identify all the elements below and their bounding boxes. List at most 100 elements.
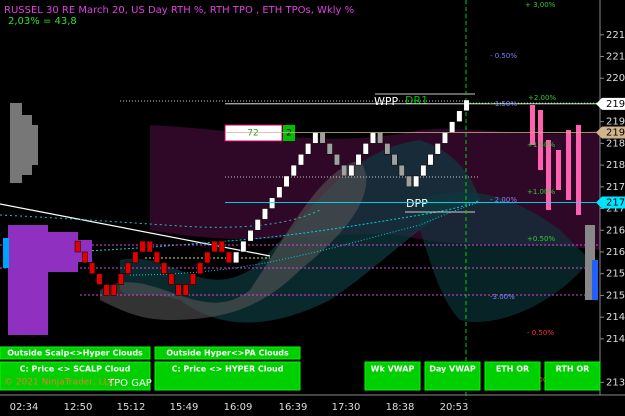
chart-title: RUSSEL 30 RE March 20, US Day RTH %, RTH… [4,5,354,16]
brick [89,262,96,274]
cloud [100,160,367,320]
button-label: ETH OR [496,365,529,374]
y-tick-label: 215 [606,269,625,280]
level-label: +2.00% [528,94,556,102]
level-label: - 2.00% [490,196,517,204]
y-tick-label: 221 [606,30,625,41]
level-label: - 1.00% [527,376,554,384]
brick [463,99,470,112]
tpo-box [283,125,295,141]
y-tick-label: 214 [606,334,625,345]
brick [434,143,441,155]
trend-line [0,203,271,257]
brick [413,175,420,188]
price-marker [596,97,625,110]
x-tick-label: 15:12 [117,402,146,413]
brick [398,164,405,177]
level-label: - 1.50% [490,100,517,108]
brick [319,132,326,144]
price-marker [596,196,625,209]
brick [197,262,204,274]
x-tick-label: 20:53 [440,402,469,413]
brick [254,219,261,231]
price-marker-label: 217 [606,197,625,208]
x-tick-label: 16:39 [279,402,308,413]
level-label: +0.50% [527,235,555,243]
y-tick-label: 214 [606,312,625,323]
button-label: C: Price <> SCALP Cloud [20,365,131,374]
y-tick-label: 219 [606,117,625,128]
button[interactable] [0,361,151,391]
brick [110,284,117,296]
x-tick-label: 17:30 [332,402,361,413]
brick [96,273,103,285]
button-label: Wk VWAP [371,365,415,374]
brick [283,175,290,188]
button-label: Outside Scalp<>Hyper Clouds [7,349,143,358]
button[interactable] [0,346,151,360]
x-tick-label: 15:49 [170,402,199,413]
y-tick-label: 216 [606,247,625,258]
price-marker-label: 219 [606,99,625,110]
button-label: RTH OR [556,365,590,374]
cloud [420,191,590,322]
level-label: - 0.50% [490,52,517,60]
y-tick-label: 220 [606,73,625,84]
level-label: + 3,00% [525,1,556,9]
brick [117,273,124,285]
brick [355,153,362,166]
brick [326,143,333,155]
x-tick-label: 18:38 [386,402,415,413]
button[interactable] [424,361,481,391]
brick [146,240,153,253]
x-tick-label: 12:50 [64,402,93,413]
tpo-profile [3,103,598,335]
brick [341,164,348,177]
button-label: Day VWAP [429,365,476,374]
tpo-count-box [224,124,283,142]
brick [312,132,319,144]
brick [125,262,132,274]
button[interactable] [364,361,421,391]
price-marker [596,126,625,139]
brick [168,273,175,285]
brick [189,273,196,285]
brick [276,186,283,198]
brick [391,153,398,166]
band-line [0,209,321,228]
brick [81,251,88,264]
brick [233,251,240,264]
dpp-label: DPP [406,197,428,210]
brick [103,284,110,296]
wpp-label: WPP [374,95,399,108]
button[interactable] [544,361,601,391]
brick [204,251,211,264]
stat: 2,03% = 43,8 [8,16,77,27]
y-tick-label: 217 [606,204,625,215]
y-tick-label: 213 [606,377,625,388]
brick [405,175,412,188]
y-tick-label: 216 [606,225,625,236]
button[interactable] [484,361,541,391]
brick [153,251,160,264]
brick [348,164,355,177]
tpo-box-label: 2 [286,129,292,139]
brick [161,262,168,274]
brick [420,164,427,177]
brick [333,153,340,166]
y-tick-label: 218 [606,138,625,149]
brick [261,208,268,220]
button[interactable] [154,346,301,360]
brick [269,197,276,209]
button[interactable] [154,361,301,391]
y-tick-label: 221 [606,51,625,62]
brick [290,164,297,177]
level-label: +1.00% [527,188,555,196]
brick [305,143,312,155]
brick [369,132,376,144]
level-label: -3.00% [490,293,515,301]
y-tick-label: 217 [606,182,625,193]
brick [218,240,225,253]
y-tick-label: 218 [606,160,625,171]
